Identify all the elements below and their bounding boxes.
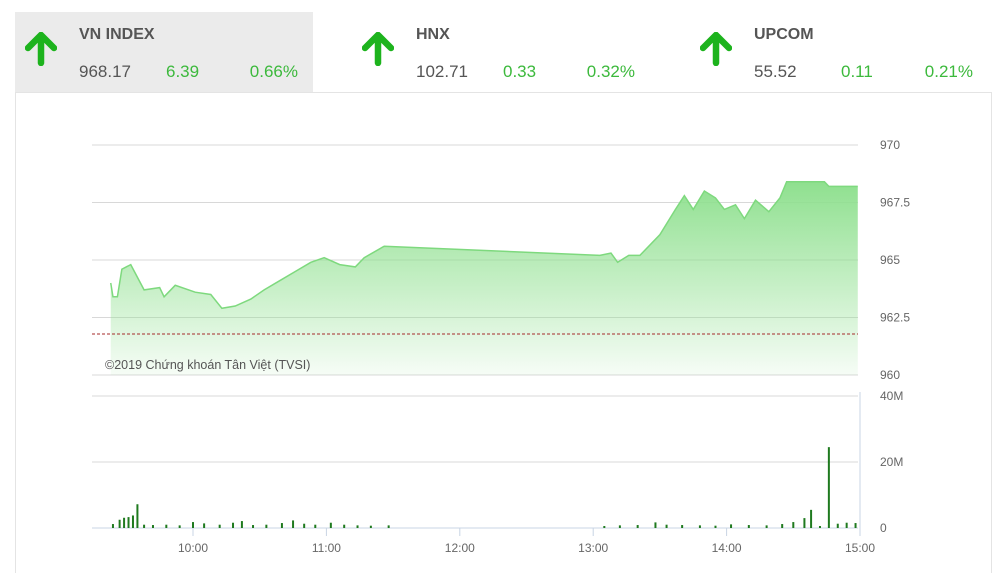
volume-bar — [232, 522, 235, 528]
volume-bar — [303, 523, 306, 528]
time-tick-label: 12:00 — [445, 541, 475, 555]
volume-bar — [836, 523, 839, 528]
volume-bar — [636, 525, 639, 528]
volume-bar — [218, 524, 221, 528]
volume-bar — [240, 521, 243, 528]
index-name: UPCOM — [754, 26, 814, 43]
price-tick-label: 960 — [880, 368, 900, 382]
price-tick-label: 965 — [880, 253, 900, 267]
arrow-up-icon — [700, 32, 732, 66]
volume-bar — [818, 526, 821, 528]
volume-bar — [665, 524, 668, 528]
volume-bar — [681, 525, 684, 528]
volume-bar — [792, 522, 795, 528]
volume-bar — [192, 522, 194, 528]
index-change: 0.11 — [841, 62, 873, 81]
volume-bar — [280, 523, 283, 528]
index-tile-upcom[interactable]: UPCOM 55.52 0.11 0.21% — [690, 12, 988, 92]
volume-bar — [118, 519, 121, 528]
volume-bar — [387, 525, 390, 528]
volume-tick-label: 0 — [880, 521, 887, 535]
volume-bar — [178, 525, 181, 528]
volume-bar — [165, 524, 168, 528]
index-name: VN INDEX — [79, 26, 155, 43]
index-name: HNX — [416, 26, 450, 43]
price-line — [109, 181, 858, 310]
price-tick-label: 970 — [880, 138, 900, 152]
volume-bar — [845, 522, 848, 528]
index-percent: 0.21% — [924, 62, 973, 81]
volume-bar — [356, 525, 359, 528]
volume-bar — [765, 525, 768, 528]
volume-bar — [143, 524, 146, 528]
volume-tick-label: 40M — [880, 389, 903, 403]
copyright-annotation: ©2019 Chứng khoán Tân Việt (TVSI) — [105, 358, 310, 372]
volume-bar — [265, 524, 268, 528]
volume-bar — [127, 517, 130, 528]
index-percent: 0.32% — [586, 62, 635, 81]
index-tile-hnx[interactable]: HNX 102.71 0.33 0.32% — [352, 12, 650, 92]
volume-bar — [810, 509, 813, 528]
volume-bar — [730, 524, 733, 528]
price-area — [110, 181, 858, 375]
volume-bar — [252, 525, 255, 528]
volume-bar — [747, 525, 750, 528]
index-value: 55.52 — [754, 62, 797, 81]
time-tick-label: 15:00 — [845, 541, 875, 555]
volume-bar — [314, 524, 317, 528]
volume-bar — [781, 524, 784, 528]
time-tick-label: 14:00 — [712, 541, 742, 555]
price-tick-label: 967.5 — [880, 196, 910, 210]
index-change: 6.39 — [166, 62, 200, 81]
volume-bar — [111, 524, 114, 528]
volume-bar — [698, 525, 701, 528]
volume-bar — [654, 522, 657, 528]
volume-bar — [854, 523, 857, 528]
arrow-up-icon — [25, 32, 57, 66]
volume-bar — [329, 522, 332, 528]
volume-bar — [292, 520, 295, 528]
volume-bar — [203, 523, 206, 528]
time-tick-label: 13:00 — [578, 541, 608, 555]
volume-tick-label: 20M — [880, 455, 903, 469]
volume-bar — [603, 526, 606, 528]
volume-bar — [369, 525, 372, 528]
volume-bar — [151, 525, 154, 528]
index-change: 0.33 — [503, 62, 537, 81]
volume-bar — [136, 504, 139, 528]
time-tick-label: 11:00 — [312, 541, 341, 555]
volume-bar — [123, 517, 126, 528]
index-value: 968.17 — [79, 62, 131, 81]
arrow-up-icon — [362, 32, 394, 66]
volume-bar — [803, 518, 806, 528]
index-tile-vn-index[interactable]: VN INDEX 968.17 6.39 0.66% — [15, 12, 313, 92]
volume-bar — [131, 515, 134, 528]
chart-panel — [15, 92, 992, 573]
volume-bar — [714, 525, 717, 528]
index-percent: 0.66% — [249, 62, 298, 81]
volume-bar — [618, 525, 621, 528]
time-tick-label: 10:00 — [178, 541, 208, 555]
price-tick-label: 962.5 — [880, 311, 910, 325]
volume-bar — [343, 524, 346, 528]
volume-bar — [827, 447, 830, 528]
index-value: 102.71 — [416, 62, 468, 81]
